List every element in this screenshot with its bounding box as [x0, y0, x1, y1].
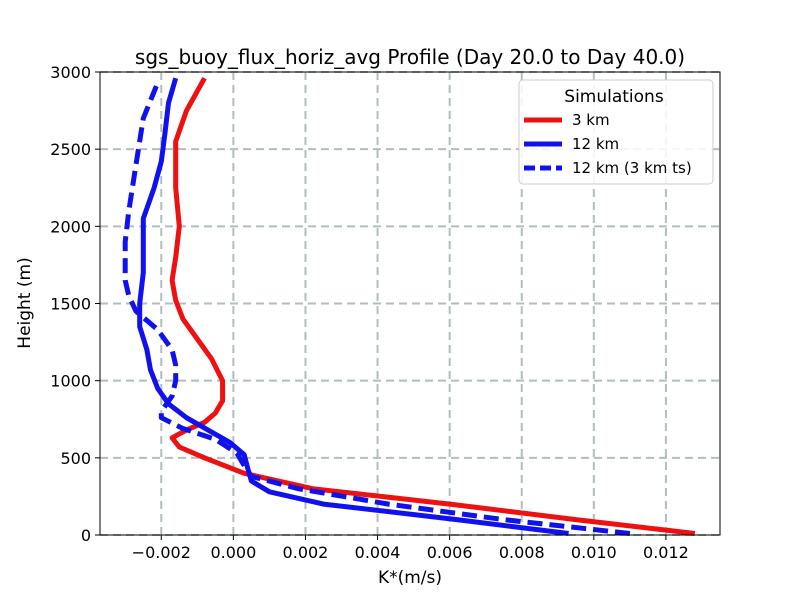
y-tick-label: 2500: [50, 140, 91, 159]
x-tick-label: 0.006: [427, 543, 473, 562]
axis-ticks: −0.002 0.000 0.002 0.004 0.006 0.008 0.010 0.01…: [50, 63, 689, 562]
x-tick-label: 0.002: [283, 543, 329, 562]
x-tick-label: 0.010: [571, 543, 617, 562]
legend-box: [518, 79, 714, 185]
y-tick-label: 1000: [50, 372, 91, 391]
series-line-2: [122, 81, 631, 536]
y-tick-label: 1500: [50, 295, 91, 314]
y-tick-label: 500: [60, 449, 91, 468]
x-tick-label: −0.002: [132, 543, 191, 562]
x-tick-label: 0.000: [210, 543, 256, 562]
legend-title: Simulations: [564, 87, 664, 107]
legend-label-1: 12 km: [572, 135, 619, 153]
y-tick-label: 0: [81, 526, 91, 545]
legend-label-0: 3 km: [572, 111, 610, 129]
x-tick-label: 0.012: [643, 543, 689, 562]
y-tick-label: 2000: [50, 217, 91, 236]
y-axis-label: Height (m): [15, 257, 35, 348]
x-tick-label: 0.008: [499, 543, 545, 562]
legend: Simulations 3 km 12 km 12 km (3 km ts): [518, 79, 714, 185]
x-tick-label: 0.004: [355, 543, 401, 562]
x-axis-label: K*(m/s): [378, 568, 442, 588]
series-line-1: [137, 77, 569, 536]
legend-entries: 3 km 12 km 12 km (3 km ts): [524, 111, 692, 177]
series-lines: [122, 76, 696, 536]
chart-title: sgs_buoy_flux_horiz_avg Profile (Day 20.…: [135, 45, 685, 69]
legend-label-2: 12 km (3 km ts): [572, 159, 692, 177]
y-tick-label: 3000: [50, 63, 91, 82]
